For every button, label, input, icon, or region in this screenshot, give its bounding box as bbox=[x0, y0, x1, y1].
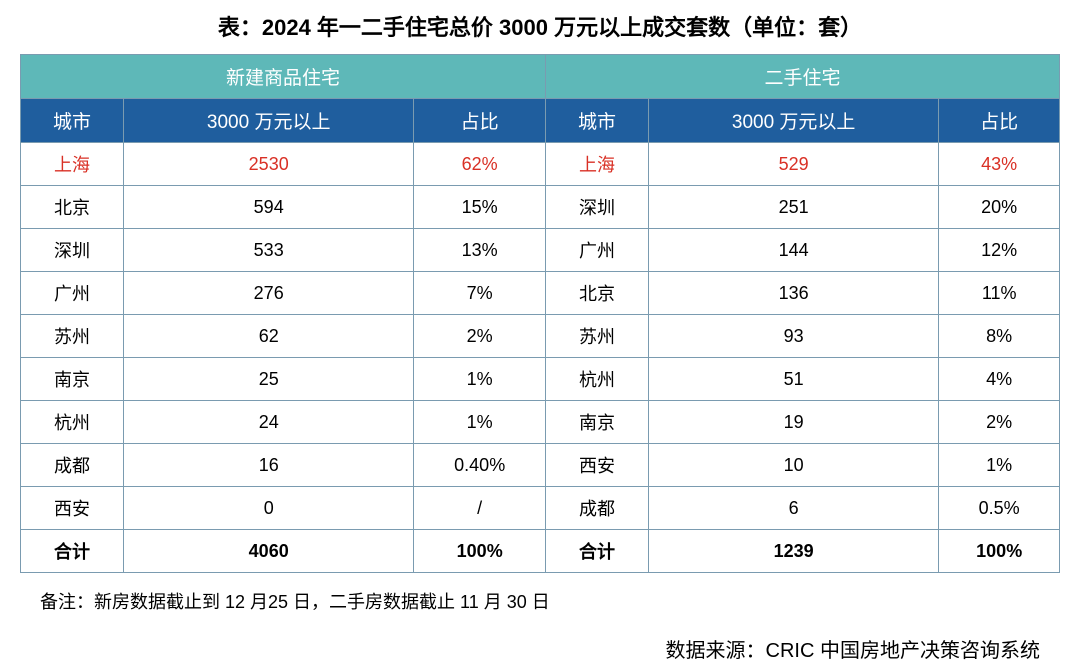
total-cell: 合计 bbox=[545, 530, 648, 573]
table-cell: 杭州 bbox=[545, 358, 648, 401]
total-cell: 4060 bbox=[124, 530, 414, 573]
table-cell: 苏州 bbox=[21, 315, 124, 358]
table-cell: 13% bbox=[414, 229, 546, 272]
table-cell: 1% bbox=[414, 401, 546, 444]
table-cell: 广州 bbox=[545, 229, 648, 272]
table-row: 上海253062%上海52943% bbox=[21, 143, 1060, 186]
total-cell: 合计 bbox=[21, 530, 124, 573]
table-row: 南京251%杭州514% bbox=[21, 358, 1060, 401]
table-cell: 10 bbox=[648, 444, 938, 487]
col-header-pct-1: 占比 bbox=[414, 99, 546, 143]
total-row: 合计4060100%合计1239100% bbox=[21, 530, 1060, 573]
table-row: 成都160.40%西安101% bbox=[21, 444, 1060, 487]
table-cell: 16 bbox=[124, 444, 414, 487]
data-source: 数据来源：CRIC 中国房地产决策咨询系统 bbox=[20, 634, 1060, 663]
table-body: 上海253062%上海52943%北京59415%深圳25120%深圳53313… bbox=[21, 143, 1060, 573]
table-cell: 北京 bbox=[545, 272, 648, 315]
table-cell: 25 bbox=[124, 358, 414, 401]
table-cell: 成都 bbox=[545, 487, 648, 530]
total-cell: 100% bbox=[414, 530, 546, 573]
table-cell: 4% bbox=[939, 358, 1060, 401]
table-cell: 62 bbox=[124, 315, 414, 358]
table-row: 广州2767%北京13611% bbox=[21, 272, 1060, 315]
table-cell: 南京 bbox=[21, 358, 124, 401]
table-cell: 594 bbox=[124, 186, 414, 229]
sub-header-row: 城市 3000 万元以上 占比 城市 3000 万元以上 占比 bbox=[21, 99, 1060, 143]
table-cell: 11% bbox=[939, 272, 1060, 315]
table-row: 深圳53313%广州14412% bbox=[21, 229, 1060, 272]
table-cell: 144 bbox=[648, 229, 938, 272]
table-cell: 24 bbox=[124, 401, 414, 444]
table-cell: 2% bbox=[414, 315, 546, 358]
table-cell: 6 bbox=[648, 487, 938, 530]
table-cell: 51 bbox=[648, 358, 938, 401]
table-cell: 2530 bbox=[124, 143, 414, 186]
table-cell: 19 bbox=[648, 401, 938, 444]
table-row: 杭州241%南京192% bbox=[21, 401, 1060, 444]
table-cell: 0.5% bbox=[939, 487, 1060, 530]
table-cell: 深圳 bbox=[545, 186, 648, 229]
table-cell: 20% bbox=[939, 186, 1060, 229]
table-cell: 成都 bbox=[21, 444, 124, 487]
footnote-text: 备注：新房数据截止到 12 月25 日，二手房数据截止 11 月 30 日 bbox=[20, 588, 1060, 614]
table-cell: 北京 bbox=[21, 186, 124, 229]
table-cell: 杭州 bbox=[21, 401, 124, 444]
table-cell: 276 bbox=[124, 272, 414, 315]
table-row: 苏州622%苏州938% bbox=[21, 315, 1060, 358]
table-cell: 上海 bbox=[21, 143, 124, 186]
col-header-city-1: 城市 bbox=[21, 99, 124, 143]
col-header-count-1: 3000 万元以上 bbox=[124, 99, 414, 143]
table-title: 表：2024 年一二手住宅总价 3000 万元以上成交套数（单位：套） bbox=[20, 10, 1060, 42]
table-cell: 1% bbox=[939, 444, 1060, 487]
table-cell: 15% bbox=[414, 186, 546, 229]
table-cell: 南京 bbox=[545, 401, 648, 444]
group-header-secondhand: 二手住宅 bbox=[545, 55, 1059, 99]
table-cell: 西安 bbox=[21, 487, 124, 530]
table-cell: 12% bbox=[939, 229, 1060, 272]
group-header-new: 新建商品住宅 bbox=[21, 55, 546, 99]
table-cell: 广州 bbox=[21, 272, 124, 315]
table-cell: 136 bbox=[648, 272, 938, 315]
table-row: 北京59415%深圳25120% bbox=[21, 186, 1060, 229]
housing-data-table: 新建商品住宅 二手住宅 城市 3000 万元以上 占比 城市 3000 万元以上… bbox=[20, 54, 1060, 573]
table-cell: 西安 bbox=[545, 444, 648, 487]
table-cell: 2% bbox=[939, 401, 1060, 444]
table-cell: 62% bbox=[414, 143, 546, 186]
total-cell: 100% bbox=[939, 530, 1060, 573]
table-cell: 1% bbox=[414, 358, 546, 401]
table-cell: 93 bbox=[648, 315, 938, 358]
table-cell: 0 bbox=[124, 487, 414, 530]
col-header-count-2: 3000 万元以上 bbox=[648, 99, 938, 143]
table-cell: 251 bbox=[648, 186, 938, 229]
table-cell: / bbox=[414, 487, 546, 530]
table-cell: 深圳 bbox=[21, 229, 124, 272]
table-cell: 533 bbox=[124, 229, 414, 272]
total-cell: 1239 bbox=[648, 530, 938, 573]
table-cell: 上海 bbox=[545, 143, 648, 186]
table-cell: 8% bbox=[939, 315, 1060, 358]
table-cell: 7% bbox=[414, 272, 546, 315]
table-cell: 529 bbox=[648, 143, 938, 186]
group-header-row: 新建商品住宅 二手住宅 bbox=[21, 55, 1060, 99]
table-cell: 苏州 bbox=[545, 315, 648, 358]
table-cell: 0.40% bbox=[414, 444, 546, 487]
col-header-city-2: 城市 bbox=[545, 99, 648, 143]
col-header-pct-2: 占比 bbox=[939, 99, 1060, 143]
table-row: 西安0/成都60.5% bbox=[21, 487, 1060, 530]
table-cell: 43% bbox=[939, 143, 1060, 186]
